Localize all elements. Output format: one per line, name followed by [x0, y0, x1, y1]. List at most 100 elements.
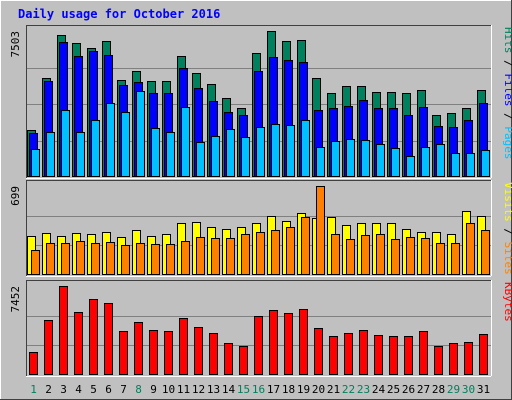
bar-sites-day-26: [406, 237, 415, 275]
bar-kbytes-day-9: [149, 330, 158, 375]
bar-kbytes-day-8: [134, 322, 143, 375]
bar-kbytes-day-30: [464, 342, 473, 375]
bar-pages-day-31: [481, 150, 490, 177]
bar-kbytes-day-1: [29, 352, 38, 375]
x-tick-label-day-19: 19: [297, 383, 310, 396]
x-tick-label-day-5: 5: [90, 383, 97, 396]
bar-sites-day-11: [181, 241, 190, 275]
legend: Hits / Files / Pages: [502, 27, 512, 160]
x-tick-label-day-3: 3: [60, 383, 67, 396]
bar-kbytes-day-31: [479, 334, 488, 375]
bar-sites-day-1: [31, 250, 40, 275]
legend-entry: Pages: [502, 126, 512, 159]
bar-kbytes-day-11: [179, 318, 188, 375]
bar-kbytes-day-5: [89, 299, 98, 375]
bar-kbytes-day-28: [434, 346, 443, 375]
bar-sites-day-17: [271, 230, 280, 275]
panel-visits-sites: 699 Visits / Sites: [9, 180, 512, 277]
legend-separator: /: [502, 222, 512, 242]
panel-hits-files-pages: 7503 Hits / Files / Pages: [9, 25, 512, 179]
x-tick-label-day-6: 6: [105, 383, 112, 396]
bar-pages-day-8: [136, 91, 145, 177]
bar-sites-day-19: [301, 217, 310, 275]
bar-kbytes-day-23: [359, 330, 368, 375]
x-tick-label-day-4: 4: [75, 383, 82, 396]
bar-sites-day-28: [436, 243, 445, 275]
x-tick-label-day-30: 30: [462, 383, 475, 396]
y-axis-max-label: 7503: [9, 31, 22, 58]
bar-sites-day-7: [121, 245, 130, 275]
legend-entry: KBytes: [502, 282, 512, 322]
legend-separator: /: [502, 107, 512, 127]
bar-sites-day-18: [286, 227, 295, 275]
x-tick-label-day-11: 11: [177, 383, 190, 396]
bar-sites-day-10: [166, 244, 175, 275]
bar-pages-day-29: [451, 153, 460, 177]
legend: Visits / Sites: [502, 182, 512, 275]
bar-pages-day-24: [376, 144, 385, 177]
bar-kbytes-day-19: [299, 309, 308, 375]
x-tick-label-day-24: 24: [372, 383, 386, 396]
legend-entry: Files: [502, 73, 512, 106]
x-tick-label-day-29: 29: [447, 383, 460, 396]
bar-pages-day-16: [256, 127, 265, 177]
legend: KBytes: [502, 282, 512, 322]
bar-sites-day-8: [136, 243, 145, 275]
bar-pages-day-7: [121, 112, 130, 177]
bar-kbytes-day-7: [119, 331, 128, 375]
bar-pages-day-23: [361, 140, 370, 177]
bar-kbytes-day-24: [374, 335, 383, 375]
x-tick-label-day-18: 18: [282, 383, 295, 396]
bar-pages-day-20: [316, 147, 325, 177]
bar-sites-day-15: [241, 234, 250, 275]
bar-pages-day-9: [151, 128, 160, 177]
bar-pages-day-21: [331, 141, 340, 177]
x-tick-label-day-9: 9: [150, 383, 157, 396]
bar-pages-day-17: [271, 124, 280, 177]
x-tick-label-day-22: 22: [342, 383, 355, 396]
panel-kbytes: 7452 KBytes: [9, 280, 512, 377]
x-tick-label-day-21: 21: [327, 383, 340, 396]
bar-sites-day-2: [46, 243, 55, 275]
bar-sites-day-12: [196, 237, 205, 275]
bar-sites-day-9: [151, 244, 160, 275]
bar-sites-day-14: [226, 238, 235, 275]
bar-kbytes-day-10: [164, 331, 173, 375]
bar-pages-day-14: [226, 129, 235, 177]
bar-pages-day-25: [391, 148, 400, 177]
x-tick-label-day-17: 17: [267, 383, 280, 396]
bar-kbytes-day-27: [419, 331, 428, 375]
bar-kbytes-day-20: [314, 328, 323, 375]
x-tick-label-day-10: 10: [162, 383, 175, 396]
x-tick-label-day-27: 27: [417, 383, 430, 396]
bar-sites-day-23: [361, 235, 370, 275]
bar-kbytes-day-15: [239, 346, 248, 375]
bar-pages-day-28: [436, 144, 445, 177]
bar-pages-day-27: [421, 147, 430, 177]
bar-kbytes-day-4: [74, 312, 83, 375]
x-tick-label-day-7: 7: [120, 383, 127, 396]
bar-kbytes-day-14: [224, 343, 233, 375]
bar-pages-day-18: [286, 125, 295, 177]
bar-sites-day-6: [106, 242, 115, 275]
bar-kbytes-day-2: [44, 320, 53, 375]
bar-pages-day-1: [31, 149, 40, 177]
bar-sites-day-3: [61, 243, 70, 275]
x-tick-label-day-16: 16: [252, 383, 265, 396]
legend-entry: Sites: [502, 242, 512, 275]
x-tick-label-day-2: 2: [45, 383, 52, 396]
bar-kbytes-day-21: [329, 336, 338, 375]
bar-sites-day-21: [331, 234, 340, 275]
legend-entry: Visits: [502, 182, 512, 222]
bar-pages-day-11: [181, 107, 190, 177]
bar-kbytes-day-25: [389, 336, 398, 375]
x-tick-label-day-1: 1: [30, 383, 37, 396]
y-axis-max-label: 7452: [9, 286, 22, 313]
x-tick-label-day-14: 14: [222, 383, 236, 396]
x-tick-label-day-23: 23: [357, 383, 370, 396]
x-tick-label-day-31: 31: [477, 383, 490, 396]
bar-sites-day-27: [421, 238, 430, 275]
bar-sites-day-24: [376, 234, 385, 275]
x-tick-label-day-26: 26: [402, 383, 415, 396]
bar-pages-day-3: [61, 110, 70, 177]
